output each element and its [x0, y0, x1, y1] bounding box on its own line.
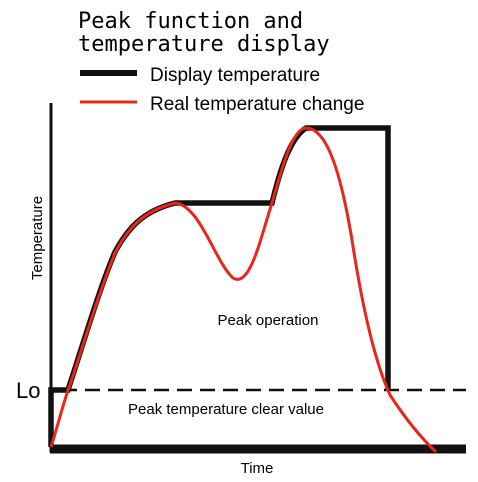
real-temperature-line	[49, 126, 438, 454]
clear-value-label: Peak temperature clear value	[128, 401, 324, 418]
legend-real-label: Real temperature change	[150, 94, 364, 115]
title-line-1: Peak function and	[78, 9, 303, 34]
legend-display-label: Display temperature	[150, 65, 320, 86]
x-axis-label: Time	[241, 460, 274, 477]
peak-operation-label: Peak operation	[218, 312, 319, 329]
title-line-2: temperature display	[78, 32, 330, 57]
lo-label: Lo	[16, 378, 40, 403]
y-axis-label: Temperature	[29, 196, 46, 280]
